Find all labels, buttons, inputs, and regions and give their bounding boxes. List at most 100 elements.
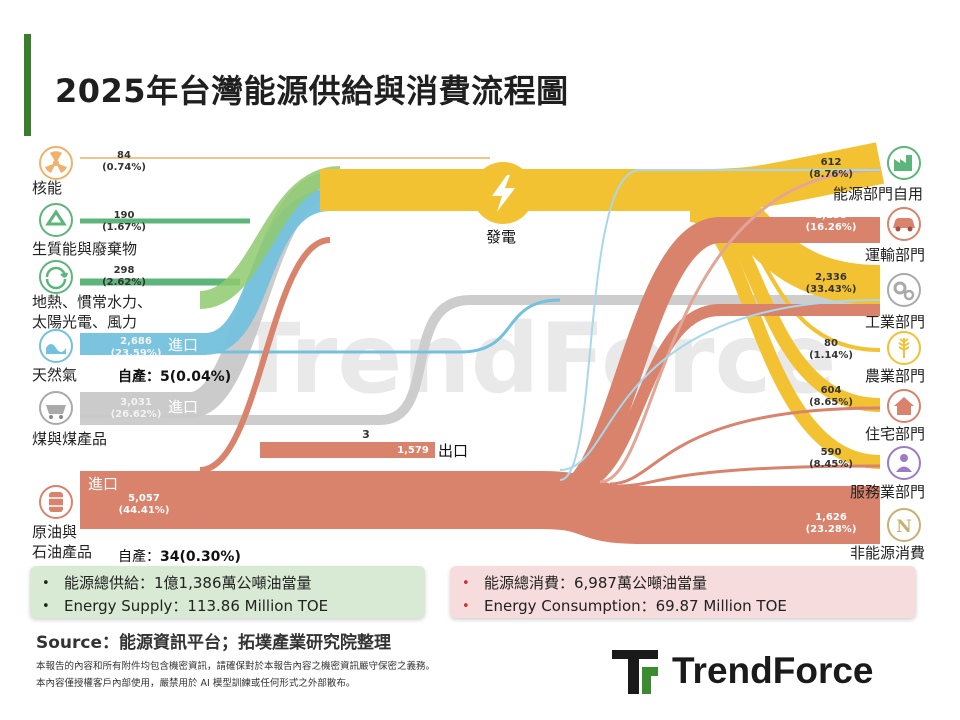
renewable-recycle-icon bbox=[39, 260, 73, 294]
biomass-recycle-icon bbox=[39, 203, 73, 237]
svg-text:N: N bbox=[896, 517, 912, 537]
export-label: 出口 bbox=[438, 442, 469, 460]
source-label-renewables: 地熱、慣常水力、 太陽光電、風力 bbox=[32, 292, 152, 332]
value-nuclear: 84 (0.74%) bbox=[100, 150, 148, 174]
page-title: 2025年台灣能源供給與消費流程圖 bbox=[55, 72, 569, 110]
value-non-energy: 1,626 (23.28%) bbox=[802, 512, 860, 536]
flow-renewables-blend bbox=[198, 166, 341, 309]
sink-label-residential: 住宅部門 bbox=[865, 425, 926, 443]
value-non-energy-amount: 1,626 bbox=[815, 512, 847, 523]
value-biomass-pct: (1.67%) bbox=[102, 222, 146, 233]
flow-gas-to-industry bbox=[215, 298, 561, 354]
value-services-amount: 590 bbox=[820, 447, 842, 458]
flow-oil-to-industry bbox=[569, 304, 880, 494]
flow-power-to-agriculture bbox=[699, 203, 881, 352]
consumption-summary-zh: 能源總消費：6,987萬公噸油當量 bbox=[462, 572, 916, 595]
sink-label-agriculture: 農業部門 bbox=[865, 367, 926, 385]
value-nuclear-pct: (0.74%) bbox=[102, 162, 146, 173]
import-tag-oil: 進口 bbox=[88, 475, 119, 493]
value-non-energy-pct: (23.28%) bbox=[805, 524, 857, 535]
flow-oil-to-residential bbox=[609, 406, 881, 486]
value-biomass: 190 (1.67%) bbox=[100, 210, 148, 234]
flow-oil-to-power bbox=[199, 237, 331, 473]
value-oil-pct: (44.41%) bbox=[118, 505, 170, 516]
flow-oil-main bbox=[80, 471, 880, 544]
value-energy-own-use: 612 (8.76%) bbox=[802, 157, 860, 181]
oil-domestic-value: 34(0.30%) bbox=[160, 549, 241, 565]
oil-domestic-prefix: 自產： bbox=[118, 549, 160, 565]
value-renewables-pct: (2.62%) bbox=[102, 277, 146, 288]
coal-cart-icon bbox=[39, 391, 73, 425]
source-label-renewables-line1: 地熱、慣常水力、 bbox=[32, 293, 153, 311]
flow-coal-to-industry bbox=[80, 295, 880, 425]
service-person-icon bbox=[887, 446, 921, 480]
value-transport-pct: (16.26%) bbox=[805, 222, 857, 233]
value-natural-gas-pct: (23.59%) bbox=[110, 348, 162, 359]
logo-text: TrendForce bbox=[672, 650, 874, 691]
flow-power-band bbox=[320, 142, 885, 211]
sink-label-energy-own-use: 能源部門自用 bbox=[833, 185, 924, 203]
value-services: 590 (8.45%) bbox=[802, 447, 860, 471]
sink-label-industry: 工業部門 bbox=[865, 313, 926, 331]
sink-label-non-energy: 非能源消費 bbox=[850, 544, 926, 562]
source-label-oil-line1: 原油與 bbox=[32, 523, 78, 541]
export-coal-value: 3 bbox=[362, 428, 370, 441]
flow-gas-to-sectors bbox=[559, 169, 880, 481]
wheat-icon bbox=[887, 331, 921, 365]
flow-oil-to-energy-own bbox=[599, 168, 881, 484]
value-industry-pct: (33.43%) bbox=[805, 284, 857, 295]
source-label-coal: 煤與煤產品 bbox=[32, 430, 108, 448]
sink-label-services: 服務業部門 bbox=[850, 483, 926, 501]
value-residential-amount: 604 bbox=[820, 385, 842, 396]
power-label: 發電 bbox=[486, 228, 517, 246]
oil-domestic-production: 自產：34(0.30%) bbox=[118, 548, 241, 566]
source-label-nuclear: 核能 bbox=[32, 179, 63, 197]
nuclear-icon bbox=[39, 146, 73, 180]
value-residential-pct: (8.65%) bbox=[809, 397, 853, 408]
value-natural-gas: 2,686 (23.59%) bbox=[104, 336, 168, 360]
trendforce-logo: TrendForce bbox=[612, 648, 932, 698]
value-residential: 604 (8.65%) bbox=[802, 385, 860, 409]
value-renewables: 298 (2.62%) bbox=[100, 265, 148, 289]
value-coal-pct: (26.62%) bbox=[110, 409, 162, 420]
value-biomass-amount: 190 bbox=[113, 210, 135, 221]
export-oil-value: 1,579 bbox=[397, 445, 429, 456]
value-natural-gas-amount: 2,686 bbox=[120, 336, 152, 347]
supply-summary-en: Energy Supply：113.86 Million TOE bbox=[42, 595, 425, 618]
trendforce-logo-mark bbox=[612, 650, 658, 694]
value-agriculture-pct: (1.14%) bbox=[809, 350, 853, 361]
house-icon bbox=[887, 389, 921, 423]
value-nuclear-amount: 84 bbox=[117, 150, 131, 161]
value-energy-own-use-amount: 612 bbox=[820, 157, 842, 168]
gas-domestic-production: 自產：5(0.04%) bbox=[118, 369, 232, 385]
value-coal-amount: 3,031 bbox=[120, 397, 152, 408]
flow-gas-to-power bbox=[80, 189, 332, 355]
source-line: Source：能源資訊平台；拓墣產業研究院整理 bbox=[36, 633, 392, 653]
import-tag-gas: 進口 bbox=[168, 336, 199, 354]
value-agriculture: 80 (1.14%) bbox=[802, 338, 860, 362]
value-coal: 3,031 (26.62%) bbox=[104, 397, 168, 421]
consumption-summary-en: Energy Consumption：69.87 Million TOE bbox=[462, 595, 916, 618]
non-energy-icon: N bbox=[887, 508, 921, 542]
value-transport: 1,138 (16.26%) bbox=[802, 210, 860, 234]
consumption-summary-box: 能源總消費：6,987萬公噸油當量 Energy Consumption：69.… bbox=[450, 566, 916, 618]
flow-oil-to-services bbox=[619, 464, 881, 488]
value-energy-own-use-pct: (8.76%) bbox=[809, 169, 853, 180]
value-industry: 2,336 (33.43%) bbox=[802, 272, 860, 296]
factory-icon bbox=[887, 146, 921, 180]
confidential-note-1: 本報告的內容和所有附件均包含機密資訊，請確保對於本報告內容之機密資訊嚴守保密之義… bbox=[36, 661, 436, 672]
value-oil-amount: 5,057 bbox=[128, 493, 160, 504]
value-transport-amount: 1,138 bbox=[815, 210, 847, 221]
source-label-biomass: 生質能與廢棄物 bbox=[32, 240, 138, 258]
natural-gas-icon bbox=[39, 329, 73, 363]
supply-summary-box: 能源總供給：1億1,386萬公噸油當量 Energy Supply：113.86… bbox=[30, 566, 425, 618]
confidential-note-2: 本內容僅授權客戶內部使用，嚴禁用於 AI 模型訓練或任何形式之外部散布。 bbox=[36, 678, 356, 689]
title-accent-bar bbox=[24, 34, 31, 136]
supply-summary-zh: 能源總供給：1億1,386萬公噸油當量 bbox=[42, 572, 425, 595]
car-icon bbox=[887, 207, 921, 241]
flow-gas-to-sectors-2 bbox=[559, 299, 881, 471]
oil-barrel-icon bbox=[39, 485, 73, 519]
value-oil: 5,057 (44.41%) bbox=[112, 493, 176, 517]
